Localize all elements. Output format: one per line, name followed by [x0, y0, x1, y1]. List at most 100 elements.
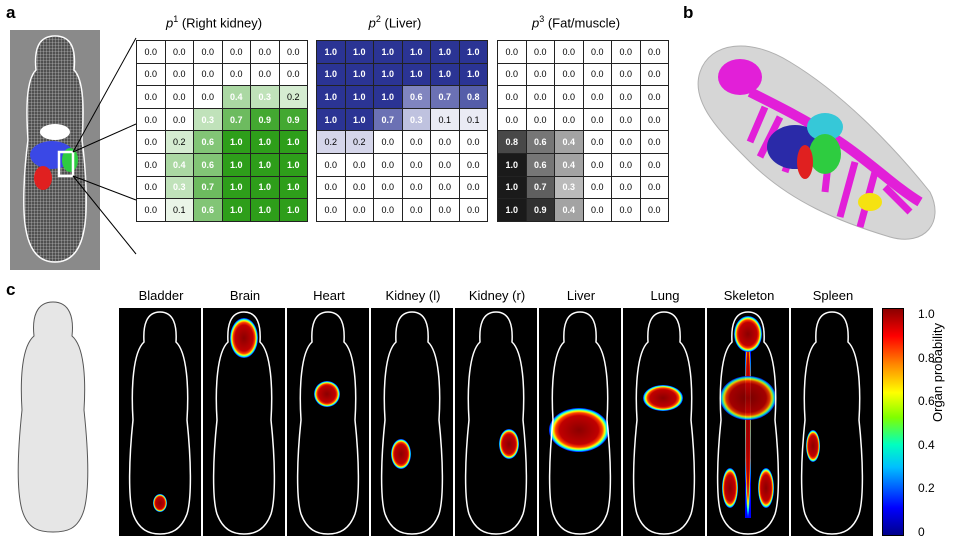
grid-cell: 1.0 — [221, 175, 251, 200]
spleen-region — [34, 166, 52, 190]
grid-cell: 0.9 — [250, 107, 280, 132]
grid-cell: 1.0 — [373, 85, 403, 109]
mouse-grid-thumbnail — [10, 30, 100, 270]
organ-probability-map — [455, 308, 537, 536]
grid-cell: 0.0 — [554, 107, 584, 132]
grid-cell: 1.0 — [497, 198, 527, 222]
grid-cell: 0.7 — [221, 107, 251, 132]
grid-cell: 0.0 — [136, 130, 166, 154]
grid-cell: 0.0 — [401, 130, 431, 154]
grid-cell: 0.0 — [401, 198, 431, 222]
grid-cell: 1.0 — [401, 40, 431, 64]
grid-cell: 0.0 — [373, 130, 403, 154]
grid-cell: 0.0 — [430, 130, 460, 154]
grid-cell: 0.0 — [373, 198, 403, 222]
colorbar — [882, 308, 904, 536]
grid-cell: 1.0 — [278, 152, 308, 177]
grid-cell: 0.0 — [221, 40, 251, 64]
grid-cell: 0.0 — [458, 130, 488, 154]
organ-probability-map — [287, 308, 369, 536]
organ-label: Spleen — [812, 288, 854, 303]
grid-cell: 0.8 — [497, 130, 527, 154]
grid-cell: 0.7 — [373, 107, 403, 132]
grid-cell: 0.0 — [250, 40, 280, 64]
spleen-3d — [797, 145, 813, 179]
grid-cell: 1.0 — [316, 62, 346, 87]
grid-cell: 0.0 — [639, 85, 669, 109]
organ-label: Bladder — [138, 288, 184, 303]
grid-cell: 0.0 — [497, 40, 527, 64]
grid-cell: 0.0 — [136, 40, 166, 64]
grid-cell: 0.0 — [639, 152, 669, 177]
probability-grid-fat-muscle: 0.0 0.0 0.0 0.0 0.0 0.0 0.0 0.0 0.0 0.0 0.0 0.0 0.0 0… — [497, 40, 669, 222]
grid-cell: 1.0 — [316, 85, 346, 109]
grid-cell: 0.0 — [373, 175, 403, 200]
grid-cell: 0.0 — [497, 107, 527, 132]
colorbar-tick: 1.0 — [918, 307, 935, 321]
grid-cell: 0.0 — [430, 175, 460, 200]
grid-cell: 0.2 — [164, 130, 194, 154]
grid-cell: 0.0 — [497, 85, 527, 109]
grid-cell: 0.3 — [401, 107, 431, 132]
grid-title-liver: p2 (Liver) — [368, 14, 422, 31]
grid-cell: 0.0 — [582, 107, 612, 132]
grid-cell: 0.0 — [611, 175, 641, 200]
grid-cell: 0.0 — [164, 62, 194, 87]
grid-cell: 0.0 — [611, 62, 641, 87]
grid-cell: 0.0 — [401, 175, 431, 200]
grid-cell: 0.2 — [316, 130, 346, 154]
grid-cell: 0.3 — [554, 175, 584, 200]
grid-cell: 0.0 — [344, 198, 374, 222]
grid-cell: 0.0 — [278, 40, 308, 64]
probability-grid-right-kidney: 0.0 0.0 0.0 0.0 0.0 0.0 0.0 0.0 0.0 0.0 0.0 0.0 0.0 0… — [136, 40, 308, 222]
lung-region — [40, 124, 70, 140]
grid-cell: 0.0 — [136, 175, 166, 200]
grid-cell: 0.6 — [193, 198, 223, 222]
mouse-photo — [17, 301, 89, 533]
grid-cell: 1.0 — [221, 152, 251, 177]
grid-cell: 0.0 — [582, 152, 612, 177]
grid-cell: 1.0 — [344, 40, 374, 64]
grid-cell: 1.0 — [344, 62, 374, 87]
grid-cell: 0.0 — [582, 62, 612, 87]
grid-cell: 0.0 — [250, 62, 280, 87]
grid-cell: 1.0 — [278, 130, 308, 154]
organ-probability-map — [707, 308, 789, 536]
grid-cell: 0.0 — [344, 175, 374, 200]
grid-cell: 1.0 — [221, 130, 251, 154]
grid-cell: 0.6 — [525, 130, 555, 154]
grid-cell: 1.0 — [430, 62, 460, 87]
grid-cell: 0.0 — [193, 62, 223, 87]
grid-cell: 0.0 — [611, 107, 641, 132]
grid-cell: 1.0 — [316, 107, 346, 132]
grid-cell: 0.0 — [373, 152, 403, 177]
grid-cell: 0.0 — [554, 85, 584, 109]
grid-cell: 1.0 — [316, 40, 346, 64]
grid-cell: 0.2 — [278, 85, 308, 109]
grid-cell: 0.0 — [458, 175, 488, 200]
grid-cell: 0.0 — [525, 107, 555, 132]
grid-cell: 0.0 — [316, 175, 346, 200]
grid-cell: 0.0 — [430, 152, 460, 177]
grid-cell: 0.0 — [278, 62, 308, 87]
grid-cell: 0.0 — [611, 130, 641, 154]
grid-cell: 1.0 — [344, 107, 374, 132]
grid-cell: 0.6 — [401, 85, 431, 109]
grid-cell: 1.0 — [250, 198, 280, 222]
kidney-3d — [809, 134, 841, 174]
skull — [718, 59, 762, 95]
bladder-3d — [858, 193, 882, 211]
grid-cell: 0.0 — [582, 40, 612, 64]
grid-cell: 0.4 — [554, 130, 584, 154]
grid-cell: 0.0 — [582, 198, 612, 222]
mouse-3d-render — [697, 45, 936, 240]
grid-cell: 0.7 — [193, 175, 223, 200]
grid-cell: 0.3 — [193, 107, 223, 132]
organ-probability-map — [203, 308, 285, 536]
grid-cell: 0.0 — [554, 62, 584, 87]
panel-label-b: b — [683, 3, 694, 22]
grid-cell: 0.0 — [401, 152, 431, 177]
grid-cell: 0.0 — [136, 107, 166, 132]
grid-cell: 0.0 — [639, 130, 669, 154]
grid-cell: 0.1 — [430, 107, 460, 132]
